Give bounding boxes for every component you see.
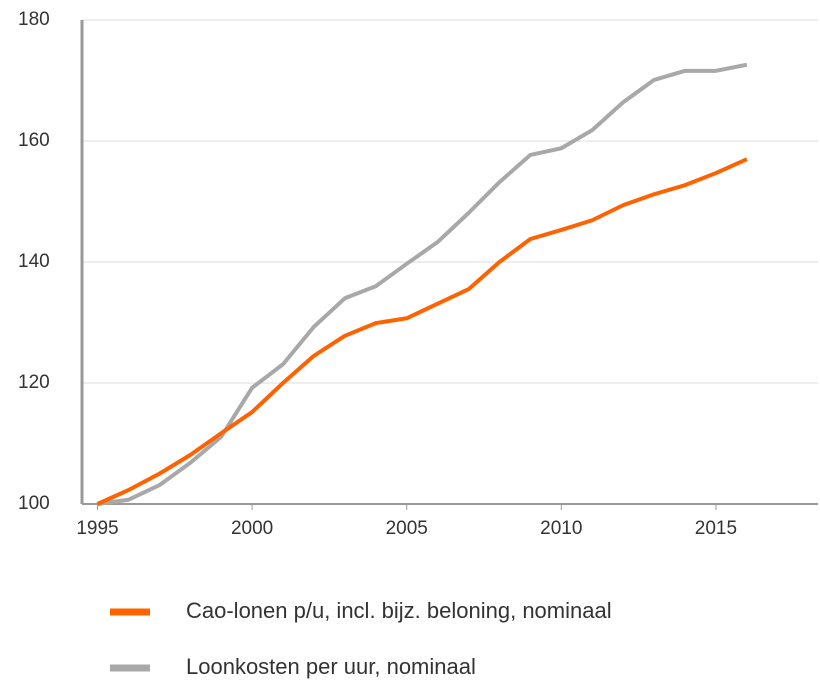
series-line: [96, 157, 748, 506]
legend-label: Loonkosten per uur, nominaal: [186, 654, 476, 679]
legend-label: Cao-lonen p/u, incl. bijz. beloning, nom…: [186, 598, 612, 623]
y-tick-label: 100: [18, 493, 50, 514]
x-tick-label: 2000: [231, 518, 273, 539]
y-tick-label: 120: [18, 372, 50, 393]
x-tick-label: 2005: [386, 518, 428, 539]
x-tick-label: 2015: [695, 518, 737, 539]
y-tick-label: 160: [18, 130, 50, 151]
series-line: [97, 62, 748, 506]
y-tick-label: 140: [18, 251, 50, 272]
y-tick-label: 180: [18, 9, 50, 30]
x-tick-label: 1995: [76, 518, 118, 539]
x-tick-label: 2010: [540, 518, 582, 539]
